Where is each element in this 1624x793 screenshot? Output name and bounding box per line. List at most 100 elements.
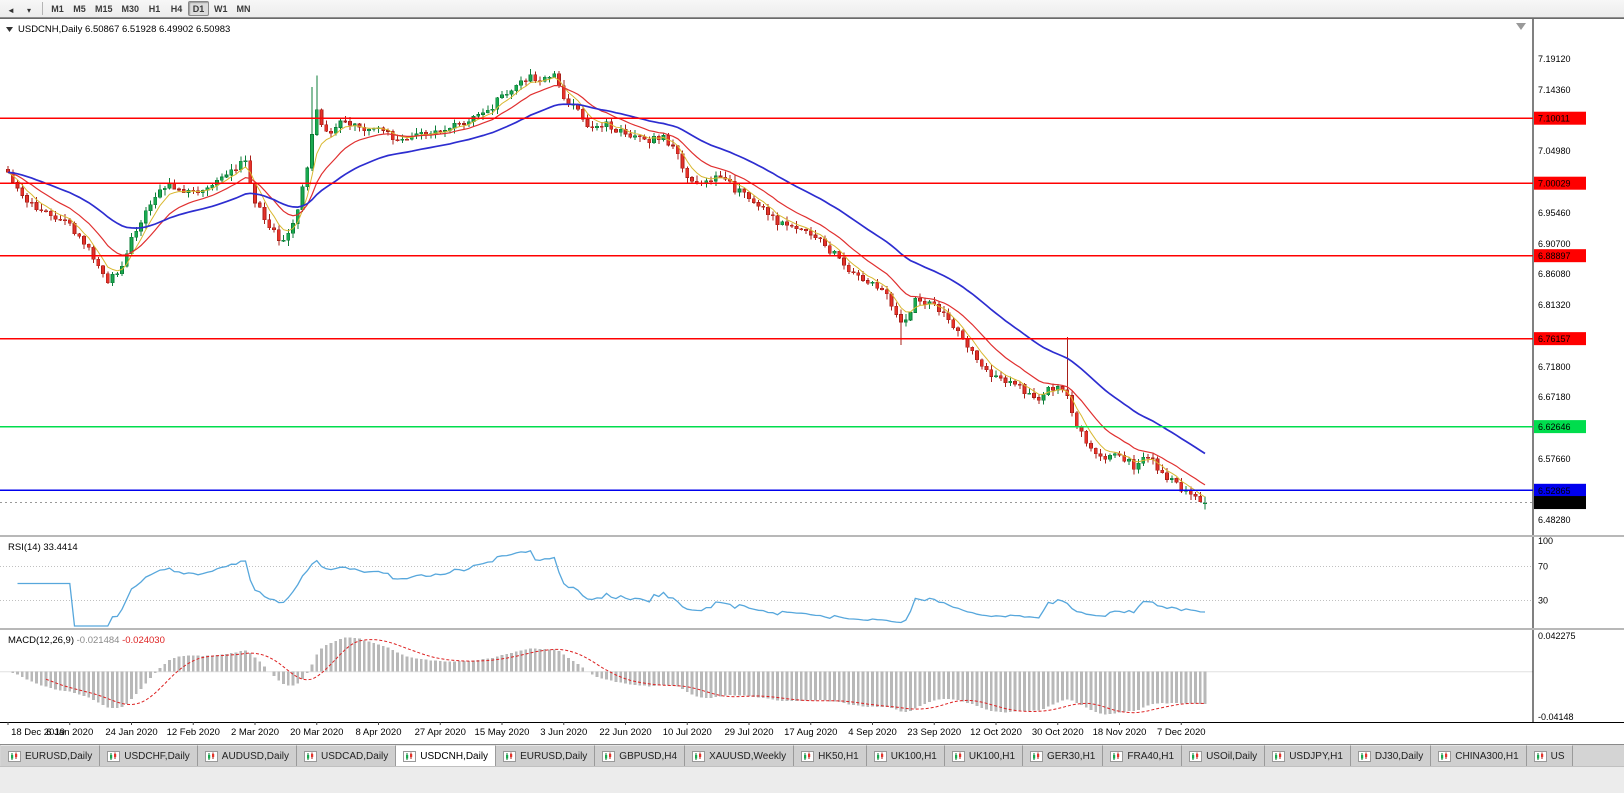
chart-tab-ger30-h1[interactable]: GER30,H1	[1023, 745, 1104, 766]
mini-chart-icon	[403, 750, 417, 762]
chart-tab-label: UK100,H1	[968, 750, 1016, 762]
scroll-back-icon[interactable]: ◄	[7, 5, 15, 15]
chart-tab-eurusd-daily[interactable]: EURUSD,Daily	[496, 745, 596, 766]
svg-text:10 Jul 2020: 10 Jul 2020	[663, 727, 712, 738]
chart-tab-label: USDCHF,Daily	[124, 750, 190, 762]
svg-text:USDCNH,Daily 6.50867 6.51928 6: USDCNH,Daily 6.50867 6.51928 6.49902 6.5…	[18, 24, 230, 35]
mini-chart-icon	[1438, 750, 1452, 762]
chart-tab-usdchf-daily[interactable]: USDCHF,Daily	[100, 745, 198, 766]
svg-text:RSI(14) 33.4414: RSI(14) 33.4414	[8, 542, 78, 553]
chart-tab-label: XAUUSD,Weekly	[709, 750, 787, 762]
svg-text:6.50983: 6.50983	[1538, 498, 1571, 508]
chart-tab-xauusd-weekly[interactable]: XAUUSD,Weekly	[685, 745, 795, 766]
status-bar	[0, 766, 1624, 793]
svg-text:17 Aug 2020: 17 Aug 2020	[784, 727, 837, 738]
timeframe-m1-button[interactable]: M1	[47, 1, 68, 16]
mini-chart-icon	[1030, 750, 1044, 762]
svg-text:6.67180: 6.67180	[1538, 392, 1571, 402]
svg-text:6.88897: 6.88897	[1538, 251, 1571, 261]
svg-text:7.04980: 7.04980	[1538, 146, 1571, 156]
chart-tab-usoil-daily[interactable]: USOil,Daily	[1182, 745, 1266, 766]
chart-tab-label: GER30,H1	[1047, 750, 1096, 762]
svg-text:23 Sep 2020: 23 Sep 2020	[907, 727, 961, 738]
expand-triangle-icon	[6, 27, 13, 32]
mini-chart-icon	[8, 750, 21, 762]
svg-text:7.00029: 7.00029	[1538, 179, 1571, 189]
chart-tab-dj30-daily[interactable]: DJ30,Daily	[1350, 745, 1432, 766]
chart-shift-marker-icon	[1516, 23, 1526, 30]
mini-chart-icon	[692, 750, 706, 762]
timeframe-h4-button[interactable]: H4	[166, 1, 187, 16]
mini-chart-icon	[1357, 750, 1371, 762]
svg-text:7.10011: 7.10011	[1538, 114, 1570, 124]
timeframe-m15-button[interactable]: M15	[91, 1, 117, 16]
chart-tab-label: FRA40,H1	[1127, 750, 1175, 762]
svg-text:7.14360: 7.14360	[1538, 85, 1571, 95]
svg-text:6.57660: 6.57660	[1538, 454, 1571, 464]
chart-tab-uk100-h1[interactable]: UK100,H1	[866, 745, 945, 766]
svg-text:2 Mar 2020: 2 Mar 2020	[231, 727, 279, 738]
timeframe-w1-button[interactable]: W1	[210, 1, 232, 16]
svg-text:6.62646: 6.62646	[1538, 422, 1571, 432]
svg-text:6.52865: 6.52865	[1538, 486, 1571, 496]
chart-tab-label: USDJPY,H1	[1289, 750, 1343, 762]
svg-text:0.042275: 0.042275	[1538, 631, 1576, 641]
toolbar-separator	[42, 2, 43, 15]
chart-tab-gbpusd-h4[interactable]: GBPUSD,H4	[595, 745, 686, 766]
chart-tab-label: CHINA300,H1	[1455, 750, 1519, 762]
chart-tab-usdcnh-daily[interactable]: USDCNH,Daily	[396, 745, 497, 766]
price-chart-canvas[interactable]: 7.19120 7.14360 7.04980 6.95460 6.90700 6.860…	[0, 18, 1624, 744]
chart-tab-fra40-h1[interactable]: FRA40,H1	[1103, 745, 1183, 766]
chart-tab-uk100-h1[interactable]: UK100,H1	[944, 745, 1024, 766]
chart-tab-usdcad-daily[interactable]: USDCAD,Daily	[297, 745, 397, 766]
chart-tab-label: USOil,Daily	[1206, 750, 1258, 762]
timeframe-m5-button[interactable]: M5	[69, 1, 90, 16]
mini-chart-icon	[304, 750, 318, 762]
mini-chart-icon	[602, 750, 616, 762]
chart-tab-label: HK50,H1	[818, 750, 859, 762]
toolbar-icons: ◄ ▾	[2, 0, 38, 18]
chart-tab-label: AUDUSD,Daily	[221, 750, 290, 762]
timeframe-buttons: M1 M5 M15 M30 H1 H4 D1 W1 MN	[47, 1, 255, 16]
mini-chart-icon	[951, 750, 965, 762]
svg-text:6.95460: 6.95460	[1538, 208, 1571, 218]
svg-text:30 Oct 2020: 30 Oct 2020	[1032, 727, 1084, 738]
chart-tab-label: DJ30,Daily	[1374, 750, 1424, 762]
svg-text:3 Jun 2020: 3 Jun 2020	[540, 727, 587, 738]
svg-text:4 Sep 2020: 4 Sep 2020	[848, 727, 897, 738]
mini-chart-icon	[1110, 750, 1124, 762]
svg-text:6.90700: 6.90700	[1538, 239, 1571, 249]
chart-tab-label: UK100,H1	[890, 750, 937, 762]
svg-text:7.19120: 7.19120	[1538, 54, 1571, 64]
svg-text:22 Jun 2020: 22 Jun 2020	[599, 727, 651, 738]
chart-window[interactable]: 7.19120 7.14360 7.04980 6.95460 6.90700 6.860…	[0, 18, 1624, 744]
svg-text:24 Jan 2020: 24 Jan 2020	[105, 727, 157, 738]
chart-tab-eurusd-daily[interactable]: EURUSD,Daily	[1, 745, 101, 766]
svg-text:27 Apr 2020: 27 Apr 2020	[415, 727, 466, 738]
svg-text:12 Oct 2020: 12 Oct 2020	[970, 727, 1022, 738]
svg-text:15 May 2020: 15 May 2020	[475, 727, 530, 738]
chart-tab-audusd-daily[interactable]: AUDUSD,Daily	[197, 745, 298, 766]
svg-text:29 Jul 2020: 29 Jul 2020	[724, 727, 773, 738]
timeframe-h1-button[interactable]: H1	[144, 1, 165, 16]
mini-chart-icon	[1189, 750, 1203, 762]
svg-text:18 Dec 2019: 18 Dec 2019	[11, 727, 65, 738]
chart-tab-usdjpy-h1[interactable]: USDJPY,H1	[1265, 745, 1351, 766]
timeframe-m30-button[interactable]: M30	[118, 1, 144, 16]
svg-text:MACD(12,26,9) -0.021484 -0.024: MACD(12,26,9) -0.021484 -0.024030	[8, 635, 165, 646]
svg-text:6.71800: 6.71800	[1538, 362, 1571, 372]
svg-text:8 Apr 2020: 8 Apr 2020	[356, 727, 402, 738]
chart-tab-label: US	[1550, 750, 1565, 762]
dropdown-arrow-icon[interactable]: ▾	[26, 5, 31, 15]
svg-text:18 Nov 2020: 18 Nov 2020	[1093, 727, 1147, 738]
chart-tab-hk50-h1[interactable]: HK50,H1	[794, 745, 867, 766]
timeframe-d1-button[interactable]: D1	[188, 1, 210, 16]
timeframe-mn-button[interactable]: MN	[233, 1, 255, 16]
svg-text:6.48280: 6.48280	[1538, 515, 1571, 525]
svg-text:6 Jan 2020: 6 Jan 2020	[46, 727, 93, 738]
chart-tab-label: EURUSD,Daily	[25, 750, 93, 762]
svg-text:70: 70	[1538, 562, 1548, 572]
mini-chart-icon	[503, 750, 517, 762]
chart-tab-china300-h1[interactable]: CHINA300,H1	[1431, 745, 1527, 766]
chart-tab-us[interactable]: US	[1526, 745, 1573, 766]
